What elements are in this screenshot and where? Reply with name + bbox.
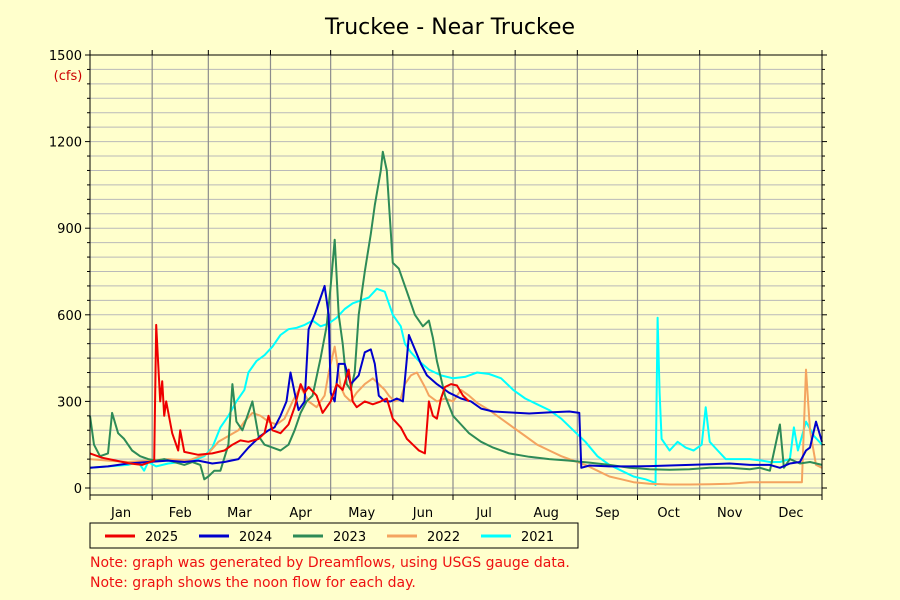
x-tick-label: Feb <box>169 506 192 521</box>
series-2021-line <box>89 287 823 487</box>
y-tick-label: 1200 <box>49 136 82 151</box>
x-tick-label: Jul <box>475 506 492 521</box>
grid <box>90 54 822 495</box>
chart-title: Truckee - Near Truckee <box>324 15 575 40</box>
y-tick-label: 300 <box>57 395 82 410</box>
series-layer <box>89 150 823 487</box>
y-tick-label: 1500 <box>49 49 82 64</box>
x-tick-label: Mar <box>227 506 252 521</box>
legend-label-2023: 2023 <box>333 530 366 545</box>
y-axis-unit: (cfs) <box>54 69 83 84</box>
y-tick-label: 900 <box>57 222 82 237</box>
series-2022-line <box>89 345 823 486</box>
y-tick-label: 600 <box>57 309 82 324</box>
x-tick-label: Sep <box>595 506 620 521</box>
x-tick-label: Oct <box>657 506 679 521</box>
x-tick-label: Jan <box>110 506 131 521</box>
legend-label-2021: 2021 <box>521 530 554 545</box>
note-source: Note: graph was generated by Dreamflows,… <box>90 555 570 571</box>
x-tick-label: Dec <box>778 506 803 521</box>
legend-label-2025: 2025 <box>145 530 178 545</box>
x-tick-label: Nov <box>717 506 743 521</box>
x-tick-label: Aug <box>534 506 559 521</box>
y-tick-label: 0 <box>74 482 82 497</box>
note-noon-flow: Note: graph shows the noon flow for each… <box>90 575 416 591</box>
x-tick-label: Apr <box>289 506 312 521</box>
axes: Jan Feb Mar Apr May Jun Jul Aug Sep Oct Nov Dec 0 300… <box>49 49 827 521</box>
legend: 2025 2024 2023 2022 2021 <box>89 522 579 549</box>
plot-frame <box>89 54 823 496</box>
x-tick-label: Jun <box>412 506 433 521</box>
series-2024-line <box>89 284 823 469</box>
x-tick-label: May <box>348 506 375 521</box>
legend-label-2024: 2024 <box>239 530 272 545</box>
legend-label-2022: 2022 <box>427 530 460 545</box>
series-2025-line <box>89 323 470 466</box>
